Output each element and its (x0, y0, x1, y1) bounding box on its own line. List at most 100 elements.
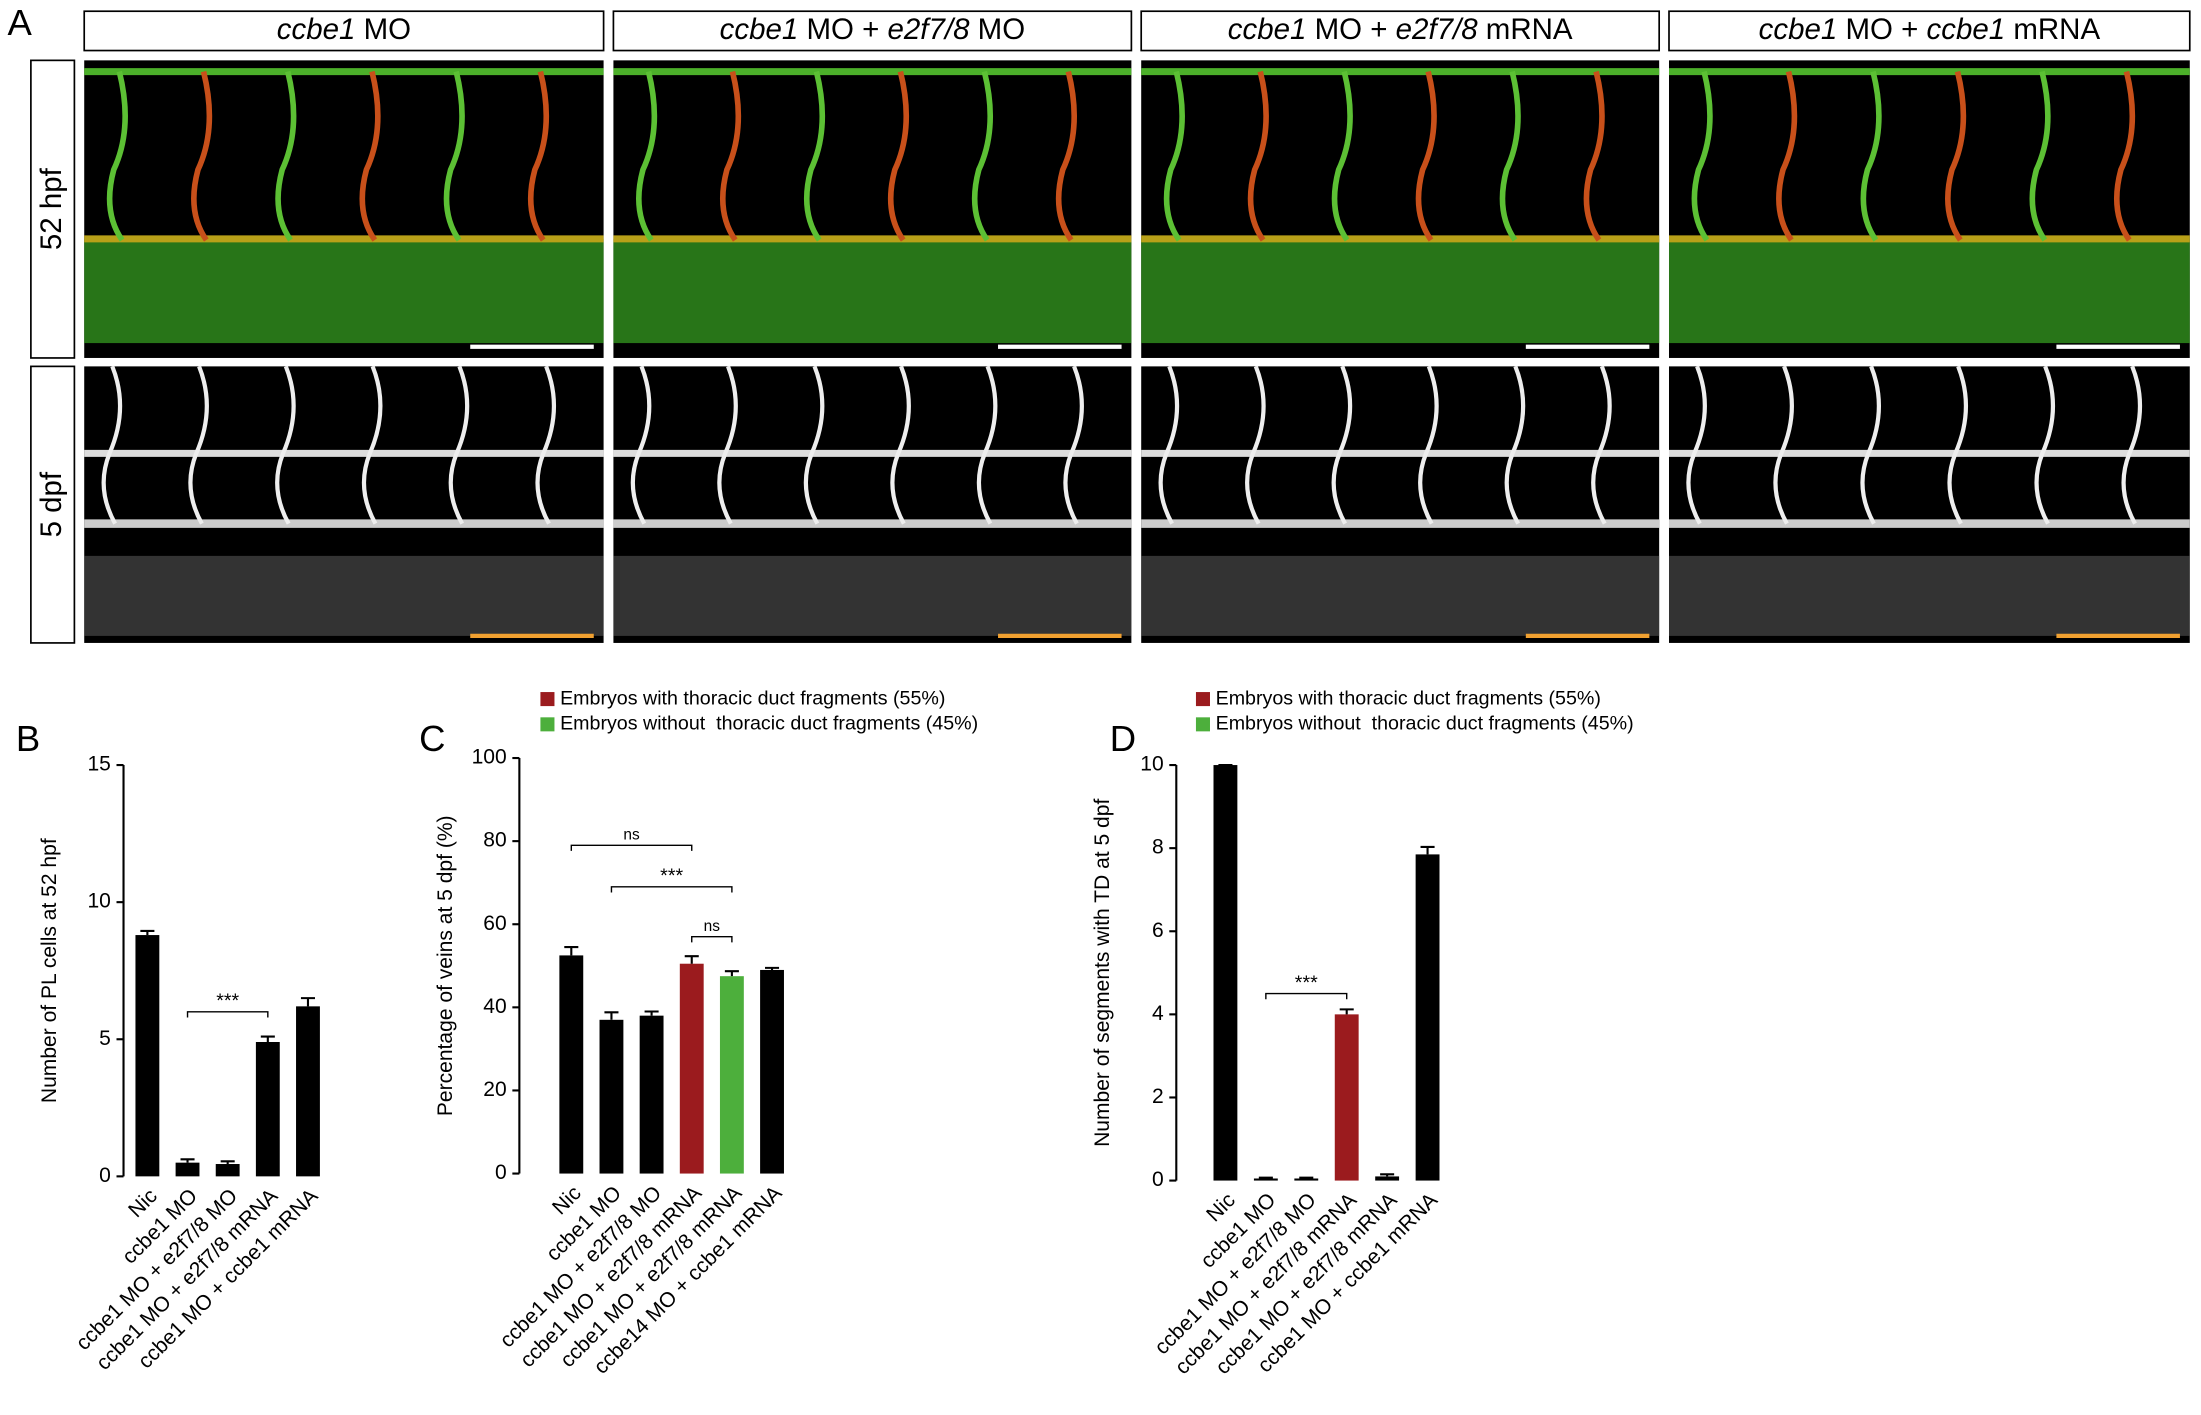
header-part: ccbe1 (720, 13, 799, 46)
vessel (1945, 70, 1967, 242)
bar (559, 955, 584, 1174)
vessel (719, 70, 742, 242)
y-tick-label: 40 (483, 995, 506, 1018)
bar (1294, 1178, 1319, 1181)
error-bar (1339, 1008, 1354, 1015)
bar (175, 1162, 200, 1177)
y-tick-label: 20 (483, 1078, 506, 1101)
header-part: MO (355, 13, 411, 46)
vessel (443, 70, 465, 242)
bar (1253, 1178, 1278, 1181)
vessel (976, 365, 998, 525)
vessel-band (1141, 238, 1660, 344)
panel-letter: D (1110, 718, 1136, 759)
legend-swatch (540, 692, 555, 707)
vessel (636, 70, 658, 242)
vessel (1247, 70, 1269, 242)
vessel (887, 70, 910, 242)
column-header: ccbe1 MO + ccbe1 mRNA (1759, 13, 2101, 46)
bar (135, 935, 160, 1177)
tissue (1668, 555, 2190, 636)
bar (760, 969, 784, 1174)
vessel (1504, 365, 1526, 525)
vessel (275, 70, 297, 242)
column-header: ccbe1 MO + e2f7/8 MO (720, 13, 1025, 46)
vessel (803, 365, 825, 525)
bar (1334, 1014, 1359, 1181)
legend-label: Embryos with thoracic duct fragments (55… (560, 687, 945, 709)
vessel (1860, 365, 1881, 525)
significance-label: ns (623, 827, 640, 844)
tissue (84, 555, 604, 636)
vessel (890, 365, 911, 525)
header-part: mRNA (1478, 13, 1573, 46)
column-header: ccbe1 MO (277, 13, 411, 46)
vessel (1415, 70, 1437, 242)
bar (1415, 854, 1440, 1181)
vessel (1947, 365, 1968, 525)
row-label-box (30, 365, 76, 644)
bar (599, 1019, 624, 1174)
significance-bracket (1265, 992, 1348, 1000)
header-part: e2f7/8 (1396, 13, 1479, 46)
vessel (1331, 70, 1353, 242)
vessel (448, 365, 470, 525)
significance-bracket (610, 886, 733, 893)
vessel (101, 365, 123, 525)
vessel (535, 365, 556, 525)
column-header: ccbe1 MO + e2f7/8 mRNA (1228, 13, 1573, 46)
row-label: 5 dpf (35, 471, 68, 537)
error-bar (724, 970, 739, 977)
error-bar (564, 946, 579, 956)
vessel (717, 365, 738, 525)
panel-letter: B (16, 718, 40, 759)
header-part: mRNA (2005, 13, 2100, 46)
significance-bracket (186, 1011, 269, 1018)
vessel-band (84, 238, 604, 344)
error-bar (1420, 845, 1435, 855)
tissue (613, 555, 1132, 636)
error-bar (1258, 1176, 1273, 1179)
y-tick-label: 4 (1152, 1002, 1164, 1025)
significance-label: *** (216, 990, 239, 1012)
header-part: MO + (1837, 13, 1926, 46)
bar (215, 1164, 240, 1177)
vessel (803, 70, 826, 242)
vessel (1591, 365, 1612, 525)
y-axis-label: Number of PL cells at 52 hpf (38, 838, 61, 1103)
error-bar (140, 929, 155, 936)
significance-bracket (570, 844, 693, 851)
error-bar (1380, 1173, 1395, 1177)
header-part: ccbe1 (1759, 13, 1838, 46)
vessel (2121, 365, 2143, 525)
vessel (1331, 365, 1353, 525)
legend-label: Embryos without thoracic duct fragments … (560, 713, 978, 735)
bar (679, 963, 704, 1174)
vessel (1163, 70, 1185, 242)
panel-letter: C (419, 718, 445, 759)
vessel (191, 70, 213, 242)
y-tick-label: 0 (1152, 1168, 1164, 1191)
header-part: ccbe1 (1228, 13, 1307, 46)
legend-label: Embryos without thoracic duct fragments … (1216, 713, 1634, 735)
panel-letter: A (7, 2, 32, 43)
vessel (2029, 70, 2051, 242)
header-part: e2f7/8 (888, 13, 971, 46)
y-tick-label: 0 (99, 1164, 111, 1187)
error-bar (765, 966, 780, 970)
y-axis-label: Number of segments with TD at 5 dpf (1091, 799, 1114, 1147)
significance-label: ns (704, 918, 721, 935)
bar (719, 976, 744, 1174)
y-tick-label: 8 (1152, 836, 1164, 859)
y-tick-label: 10 (1140, 753, 1163, 776)
vessel (1499, 70, 1521, 242)
vessel (361, 365, 383, 525)
vessel (359, 70, 381, 242)
error-bar (644, 1010, 659, 1016)
vessel (106, 70, 128, 242)
bar (1213, 765, 1238, 1181)
vessel (527, 70, 550, 242)
error-bar (180, 1158, 195, 1163)
y-tick-label: 60 (483, 912, 506, 935)
